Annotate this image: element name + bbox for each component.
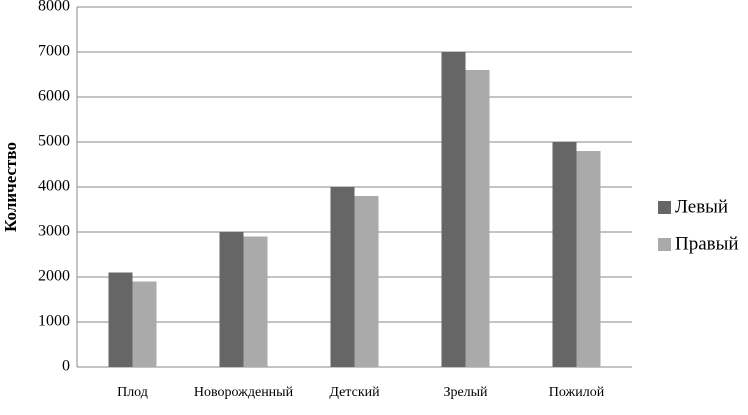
legend-label: Правый (675, 233, 739, 254)
legend-swatch (658, 238, 671, 251)
bar (243, 236, 268, 367)
y-tick-label: 7000 (38, 43, 70, 60)
y-tick-label: 8000 (38, 0, 70, 15)
y-axis-title: Количество (1, 142, 20, 232)
y-tick-label: 2000 (38, 268, 70, 285)
y-tick-label: 6000 (38, 88, 70, 105)
bar (465, 70, 490, 367)
legend-swatch (658, 201, 671, 214)
bar (354, 196, 379, 367)
bar (441, 52, 466, 367)
y-tick-label: 4000 (38, 178, 70, 195)
bar (330, 187, 355, 367)
x-tick-label: Новорожденный (194, 385, 294, 400)
bar (552, 142, 577, 367)
y-tick-label: 5000 (38, 133, 70, 150)
bar (219, 232, 244, 367)
y-tick-label: 0 (62, 358, 70, 375)
x-tick-label: Детский (329, 385, 380, 400)
bar (576, 151, 601, 367)
x-tick-label: Зрелый (443, 385, 488, 400)
bar (132, 281, 157, 367)
legend-label: Левый (675, 196, 728, 217)
bar (108, 272, 133, 367)
x-tick-label: Плод (117, 385, 148, 400)
y-tick-label: 1000 (38, 313, 70, 330)
x-tick-label: Пожилой (549, 385, 605, 400)
y-tick-label: 3000 (38, 223, 70, 240)
